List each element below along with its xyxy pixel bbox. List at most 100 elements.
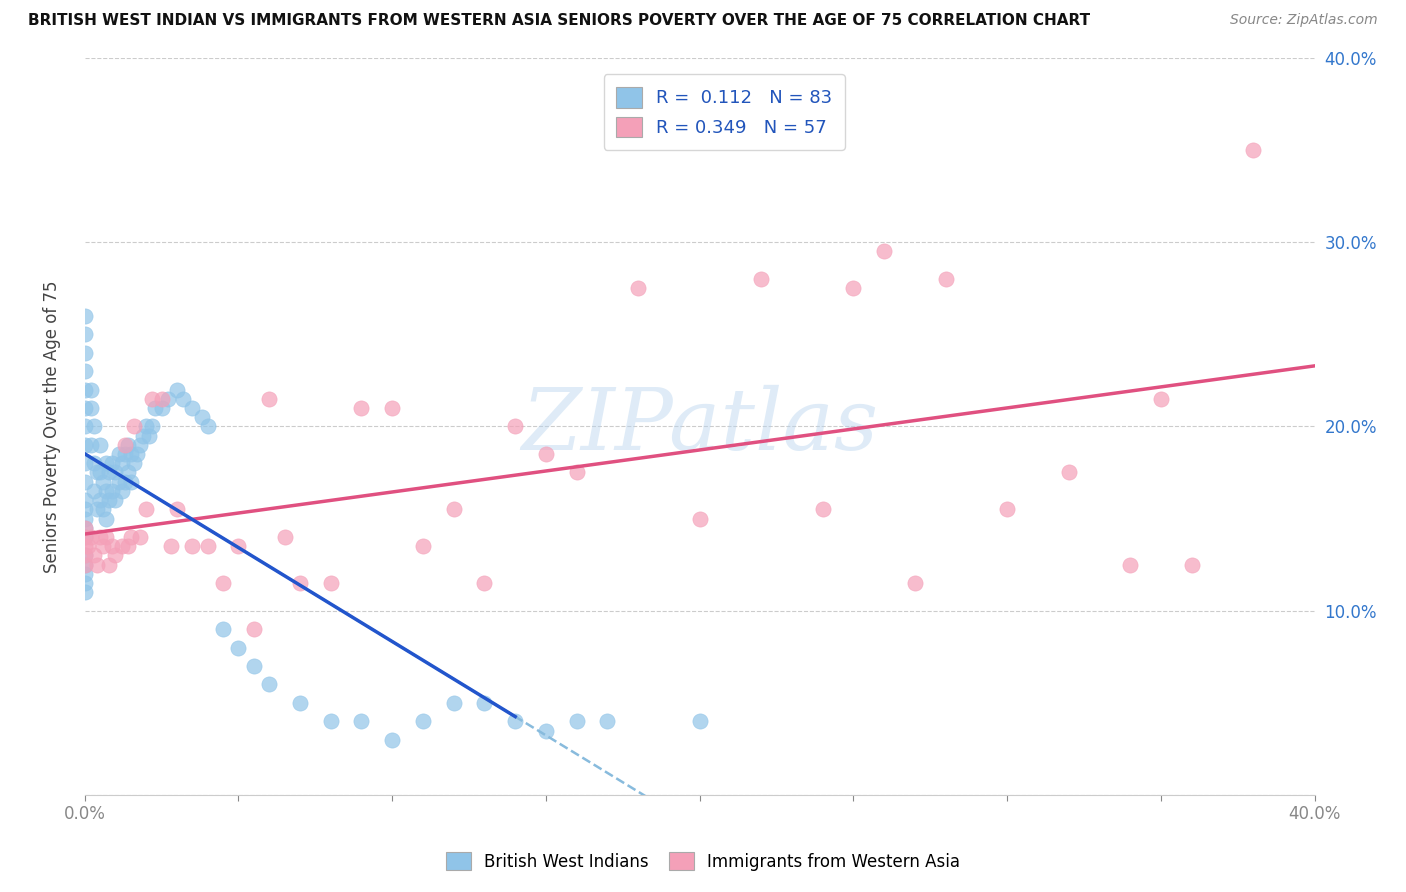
Point bbox=[114, 438, 136, 452]
Point bbox=[381, 732, 404, 747]
Point bbox=[96, 456, 118, 470]
Point bbox=[181, 539, 204, 553]
Point bbox=[73, 456, 96, 470]
Text: BRITISH WEST INDIAN VS IMMIGRANTS FROM WESTERN ASIA SENIORS POVERTY OVER THE AGE: BRITISH WEST INDIAN VS IMMIGRANTS FROM W… bbox=[28, 13, 1090, 29]
Point bbox=[243, 622, 266, 636]
Point bbox=[73, 401, 96, 415]
Point bbox=[73, 530, 96, 544]
Point bbox=[89, 493, 111, 508]
Text: Source: ZipAtlas.com: Source: ZipAtlas.com bbox=[1230, 13, 1378, 28]
Point bbox=[111, 483, 134, 498]
Point bbox=[689, 714, 711, 729]
Point bbox=[89, 466, 111, 480]
Point bbox=[381, 401, 404, 415]
Point bbox=[228, 539, 250, 553]
Point bbox=[73, 549, 96, 563]
Point bbox=[412, 714, 434, 729]
Point bbox=[107, 475, 129, 489]
Point bbox=[91, 502, 114, 516]
Point bbox=[73, 345, 96, 359]
Point bbox=[73, 493, 96, 508]
Point bbox=[503, 419, 526, 434]
Point bbox=[212, 576, 235, 591]
Point bbox=[288, 696, 311, 710]
Point bbox=[150, 401, 173, 415]
Point bbox=[73, 585, 96, 599]
Point bbox=[86, 466, 108, 480]
Point bbox=[243, 659, 266, 673]
Point bbox=[80, 530, 103, 544]
Point bbox=[350, 401, 373, 415]
Point bbox=[86, 502, 108, 516]
Point bbox=[138, 428, 160, 442]
Point bbox=[257, 392, 280, 406]
Point bbox=[91, 539, 114, 553]
Point bbox=[73, 530, 96, 544]
Point bbox=[443, 502, 465, 516]
Point bbox=[257, 677, 280, 691]
Point bbox=[98, 466, 121, 480]
Point bbox=[73, 521, 96, 535]
Point bbox=[1119, 558, 1142, 572]
Point bbox=[172, 392, 194, 406]
Point bbox=[190, 410, 212, 425]
Point bbox=[503, 714, 526, 729]
Point bbox=[73, 558, 96, 572]
Point bbox=[319, 576, 342, 591]
Point bbox=[412, 539, 434, 553]
Point bbox=[80, 438, 103, 452]
Point bbox=[904, 576, 927, 591]
Point bbox=[80, 401, 103, 415]
Point bbox=[73, 558, 96, 572]
Point bbox=[197, 539, 219, 553]
Point bbox=[80, 383, 103, 397]
Point bbox=[842, 281, 865, 295]
Point bbox=[627, 281, 650, 295]
Point bbox=[1150, 392, 1173, 406]
Point bbox=[273, 530, 295, 544]
Point bbox=[122, 419, 145, 434]
Point bbox=[73, 383, 96, 397]
Point bbox=[96, 483, 118, 498]
Point bbox=[120, 475, 142, 489]
Point bbox=[212, 622, 235, 636]
Point bbox=[150, 392, 173, 406]
Point bbox=[117, 438, 139, 452]
Point bbox=[73, 549, 96, 563]
Point bbox=[91, 475, 114, 489]
Point bbox=[96, 530, 118, 544]
Legend: British West Indians, Immigrants from Western Asia: British West Indians, Immigrants from We… bbox=[437, 844, 969, 880]
Point bbox=[73, 511, 96, 525]
Point bbox=[565, 466, 588, 480]
Point bbox=[689, 511, 711, 525]
Point bbox=[129, 438, 152, 452]
Point bbox=[73, 438, 96, 452]
Point bbox=[101, 483, 124, 498]
Point bbox=[596, 714, 619, 729]
Point bbox=[873, 244, 896, 259]
Point bbox=[83, 419, 105, 434]
Point bbox=[73, 539, 96, 553]
Point bbox=[107, 447, 129, 461]
Point bbox=[83, 483, 105, 498]
Point bbox=[443, 696, 465, 710]
Point bbox=[197, 419, 219, 434]
Point bbox=[288, 576, 311, 591]
Point bbox=[76, 539, 98, 553]
Point bbox=[145, 401, 167, 415]
Point bbox=[1057, 466, 1080, 480]
Point bbox=[319, 714, 342, 729]
Point bbox=[534, 723, 557, 738]
Point bbox=[166, 502, 188, 516]
Point bbox=[111, 456, 134, 470]
Point bbox=[101, 456, 124, 470]
Point bbox=[73, 502, 96, 516]
Point bbox=[156, 392, 179, 406]
Point bbox=[89, 438, 111, 452]
Point bbox=[98, 558, 121, 572]
Point bbox=[811, 502, 834, 516]
Point bbox=[104, 493, 127, 508]
Point bbox=[104, 466, 127, 480]
Text: ZIPatlas: ZIPatlas bbox=[522, 385, 879, 467]
Point bbox=[141, 419, 163, 434]
